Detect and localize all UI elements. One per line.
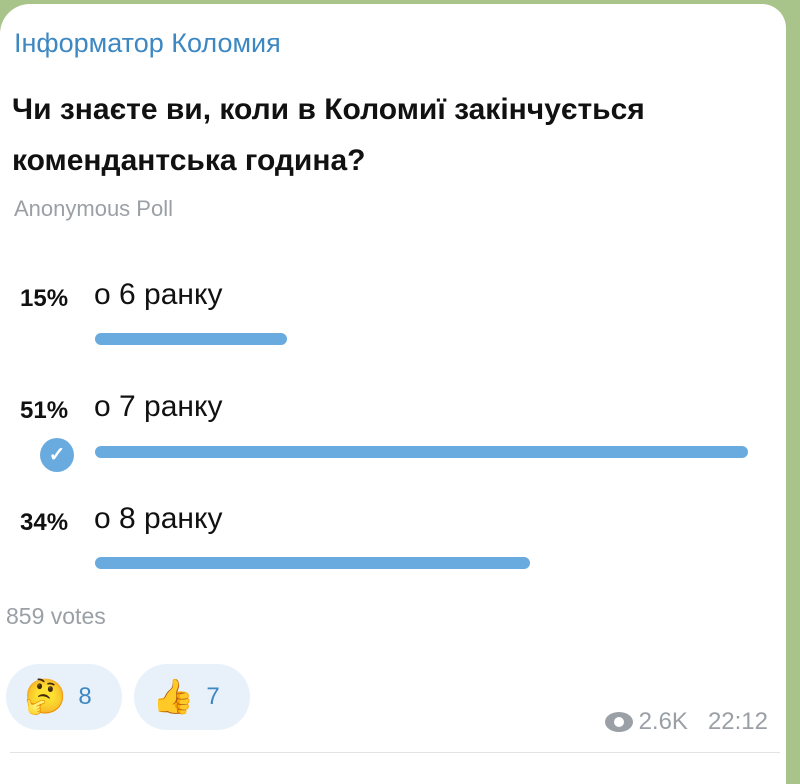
divider — [10, 752, 780, 753]
poll-message — [0, 4, 786, 784]
option-label: о 8 ранку — [94, 502, 223, 535]
option-percent: 51% — [20, 397, 69, 424]
channel-name[interactable]: Інформатор Коломия — [14, 28, 281, 58]
vote-count[interactable]: 859 votes — [6, 603, 106, 629]
eye-icon — [604, 712, 633, 732]
option-bar — [95, 446, 748, 458]
option-percent: 15% — [20, 285, 69, 312]
message-time: 22:12 — [707, 708, 768, 735]
option-label: о 6 ранку — [94, 278, 223, 311]
poll-type: Anonymous Poll — [14, 196, 173, 221]
reaction-count: 8 — [78, 683, 92, 710]
option-percent: 34% — [20, 509, 69, 536]
option-bar — [95, 557, 531, 569]
view-count: 2.6K — [638, 708, 688, 735]
reaction-thinking[interactable]: 🤔 8 — [6, 664, 122, 730]
reaction-count: 7 — [206, 683, 220, 710]
thinking-face-icon: 🤔 — [24, 677, 67, 717]
option-bar — [95, 333, 288, 345]
reaction-thumbs-up[interactable]: 👍 7 — [134, 664, 250, 730]
thumbs-up-icon: 👍 — [152, 677, 195, 717]
selected-check-icon: ✓ — [40, 438, 74, 472]
option-label: о 7 ранку — [94, 390, 223, 423]
message-meta: 2.6K 22:12 — [604, 708, 768, 736]
poll-question: Чи знаєте ви, коли в Коломиї закінчуєтьс… — [12, 93, 645, 177]
